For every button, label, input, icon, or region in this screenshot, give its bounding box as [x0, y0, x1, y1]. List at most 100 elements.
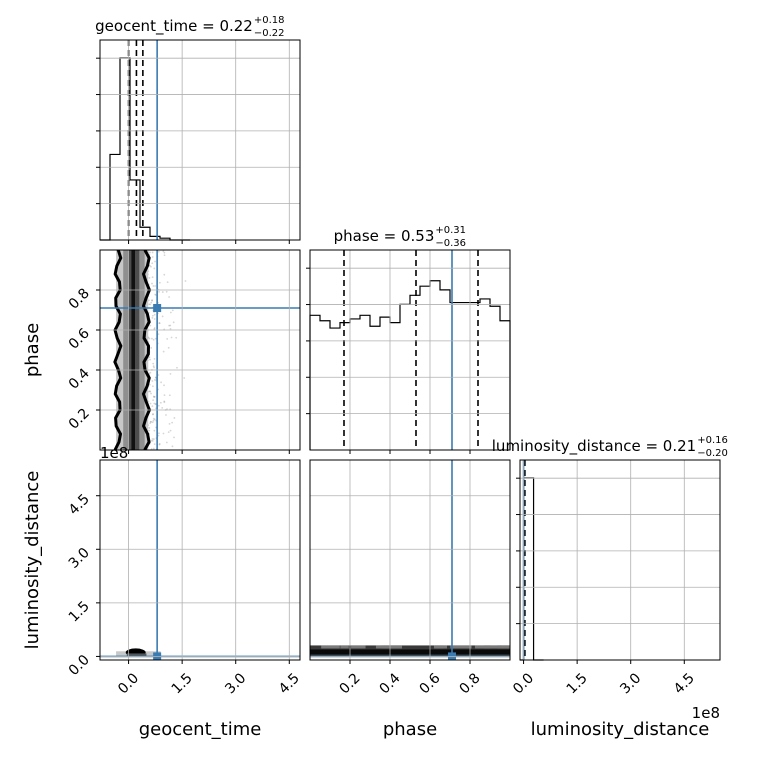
scatter-point	[167, 346, 170, 349]
scatter-point	[149, 402, 152, 405]
density-band	[340, 645, 349, 649]
scatter-point	[166, 281, 169, 284]
scatter-point	[148, 277, 151, 279]
y-offset-label: 1e8	[100, 444, 128, 462]
scatter-point	[158, 281, 161, 284]
scatter-point	[168, 394, 171, 397]
scatter-point	[171, 445, 174, 448]
scatter-point	[148, 337, 151, 340]
scatter-point	[161, 406, 164, 409]
density-band	[509, 645, 510, 649]
scatter-point	[152, 419, 155, 422]
scatter-point	[150, 301, 153, 304]
scatter-point	[148, 383, 151, 386]
scatter-point	[159, 401, 162, 404]
scatter-point	[157, 432, 160, 435]
scatter-point	[153, 418, 156, 421]
scatter-point	[148, 303, 151, 306]
scatter-point	[163, 384, 165, 387]
scatter-point	[147, 299, 150, 302]
x-tick-label-luminosity_distance: 1.5	[564, 670, 591, 697]
scatter-point	[151, 439, 154, 442]
scatter-point	[149, 358, 151, 361]
x-tick-label-luminosity_distance: 3.0	[617, 670, 644, 697]
scatter-point	[171, 309, 174, 312]
title-plus-error: +0.16	[697, 435, 728, 446]
y-tick-label-phase: 0.4	[66, 365, 93, 392]
scatter-point	[173, 436, 175, 439]
density-band	[433, 645, 444, 649]
x-tick-label-geocent_time: 3.0	[222, 670, 249, 697]
scatter-point	[149, 420, 152, 423]
scatter-point	[161, 291, 164, 293]
title-minus-error: −0.20	[697, 448, 728, 459]
scatter-point	[158, 290, 160, 293]
panel-title-luminosity_distance: luminosity_distance = 0.21	[492, 437, 696, 456]
scatter-point	[170, 336, 173, 339]
scatter-point	[165, 290, 168, 293]
scatter-point	[153, 443, 156, 446]
scatter-point	[151, 299, 153, 302]
density-band	[375, 645, 386, 649]
scatter-point	[149, 371, 152, 374]
density-band	[131, 250, 135, 450]
scatter-point	[149, 390, 152, 393]
scatter-point	[171, 421, 174, 424]
x-axis-label-luminosity_distance: luminosity_distance	[531, 719, 710, 740]
scatter-point	[153, 318, 156, 320]
scatter-point	[151, 282, 153, 285]
contour-line	[141, 250, 152, 450]
scatter-point	[157, 404, 160, 407]
scatter-point	[165, 414, 167, 416]
scatter-point	[154, 403, 157, 405]
scatter-point	[167, 431, 170, 434]
density-band	[474, 645, 491, 649]
scatter-point	[158, 322, 161, 324]
scatter-point	[148, 264, 151, 267]
scatter-point	[152, 395, 155, 398]
scatter-point	[151, 299, 153, 302]
scatter-point	[151, 316, 154, 319]
scatter-point	[152, 399, 155, 402]
scatter-point	[166, 408, 168, 411]
scatter-point	[160, 381, 163, 384]
hist-frame-geocent_time	[99, 39, 301, 241]
scatter-point	[161, 315, 164, 318]
scatter-point	[152, 314, 154, 317]
scatter-point	[172, 321, 175, 324]
scatter-point	[149, 251, 151, 254]
scatter-point	[175, 336, 178, 339]
scatter-point	[149, 303, 152, 306]
scatter-point	[148, 429, 151, 432]
scatter-point	[162, 350, 165, 353]
scatter-point	[151, 438, 154, 440]
scatter-point	[169, 373, 172, 375]
contour-line	[113, 250, 123, 450]
scatter-point	[148, 390, 151, 393]
scatter-point	[163, 394, 166, 396]
scatter-point	[153, 402, 156, 405]
scatter-point	[168, 422, 171, 425]
scatter-point	[153, 267, 156, 270]
hist-panel-phase	[306, 250, 511, 450]
scatter-point	[163, 400, 166, 403]
scatter-point	[165, 441, 168, 444]
scatter-point	[153, 328, 156, 330]
scatter-point	[152, 413, 154, 415]
density-band	[496, 645, 510, 649]
scatter-point	[152, 338, 155, 341]
scatter-point	[157, 250, 160, 253]
scatter-point	[154, 285, 157, 287]
scatter-point	[150, 420, 153, 423]
scatter-point	[148, 427, 151, 429]
scatter-point	[149, 422, 152, 425]
scatter-point	[154, 379, 156, 381]
x-tick-label-phase: 0.8	[457, 670, 484, 697]
scatter-point	[153, 396, 156, 398]
density-band	[310, 649, 510, 655]
scatter-point	[169, 311, 172, 314]
scatter-point	[163, 254, 166, 257]
scatter-point	[152, 438, 155, 440]
y-tick-label-phase: 0.6	[66, 325, 93, 352]
